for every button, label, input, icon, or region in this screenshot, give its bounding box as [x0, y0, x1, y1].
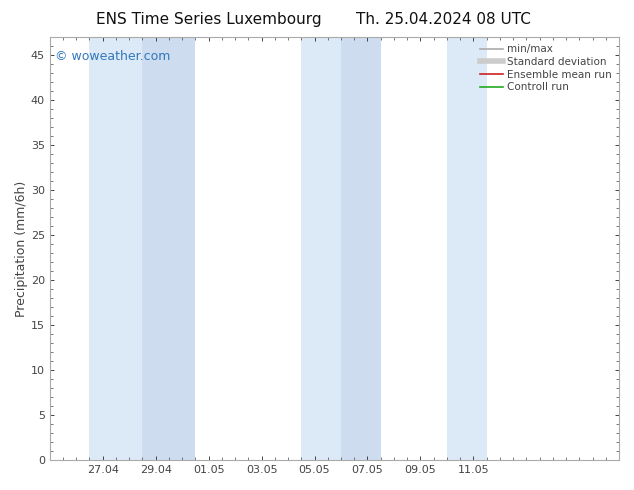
Legend: min/max, Standard deviation, Ensemble mean run, Controll run: min/max, Standard deviation, Ensemble me…: [478, 42, 614, 94]
Bar: [301, 37, 341, 460]
Text: © woweather.com: © woweather.com: [55, 50, 171, 63]
Text: ENS Time Series Luxembourg: ENS Time Series Luxembourg: [96, 12, 322, 27]
Y-axis label: Precipitation (mm/6h): Precipitation (mm/6h): [15, 180, 28, 317]
Bar: [341, 37, 380, 460]
Bar: [447, 37, 487, 460]
Bar: [89, 37, 143, 460]
Text: Th. 25.04.2024 08 UTC: Th. 25.04.2024 08 UTC: [356, 12, 531, 27]
Bar: [143, 37, 195, 460]
